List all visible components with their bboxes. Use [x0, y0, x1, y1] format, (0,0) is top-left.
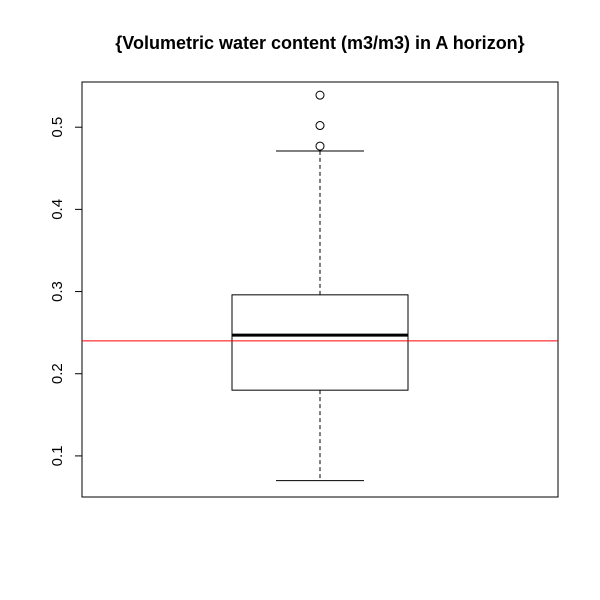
y-tick-label: 0.1 [49, 445, 66, 466]
outlier-point [315, 121, 325, 131]
outlier-point [315, 90, 325, 100]
y-axis: 0.1 0.2 0.3 0.4 0.5 [49, 117, 82, 466]
box-marks [82, 90, 558, 482]
plot-frame [81, 81, 559, 498]
y-tick-label: 0.2 [49, 363, 66, 384]
y-tick-label: 0.4 [49, 199, 66, 220]
iqr-box [231, 294, 409, 391]
chart-title: {Volumetric water content (m3/m3) in A h… [115, 33, 524, 53]
outlier-point [315, 141, 325, 151]
y-tick-label: 0.3 [49, 281, 66, 302]
y-tick-label: 0.5 [49, 117, 66, 138]
